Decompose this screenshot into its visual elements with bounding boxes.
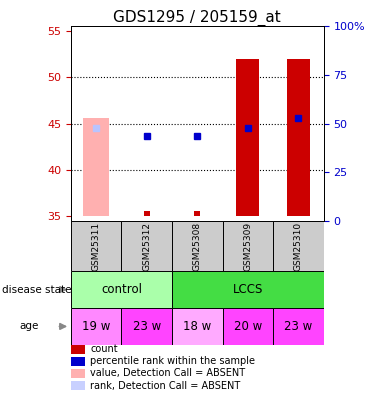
- Text: 18 w: 18 w: [183, 320, 211, 333]
- Text: 19 w: 19 w: [82, 320, 110, 333]
- Bar: [71, 221, 121, 271]
- Text: count: count: [90, 344, 118, 354]
- Text: age: age: [19, 322, 39, 331]
- Text: 23 w: 23 w: [133, 320, 161, 333]
- Bar: [121, 308, 172, 345]
- Text: LCCS: LCCS: [232, 283, 263, 296]
- Title: GDS1295 / 205159_at: GDS1295 / 205159_at: [113, 10, 281, 26]
- Text: disease state: disease state: [2, 285, 71, 294]
- Bar: [273, 308, 324, 345]
- Bar: [236, 59, 259, 216]
- Bar: [223, 308, 273, 345]
- Text: GSM25309: GSM25309: [243, 222, 252, 271]
- Text: percentile rank within the sample: percentile rank within the sample: [90, 356, 255, 366]
- Text: control: control: [101, 283, 142, 296]
- Bar: [172, 271, 324, 308]
- Bar: [172, 308, 223, 345]
- Text: 20 w: 20 w: [234, 320, 262, 333]
- Text: GSM25308: GSM25308: [193, 222, 202, 271]
- Bar: [194, 211, 200, 216]
- Bar: [144, 211, 150, 216]
- Text: rank, Detection Call = ABSENT: rank, Detection Call = ABSENT: [90, 381, 240, 390]
- Bar: [287, 59, 310, 216]
- Text: 23 w: 23 w: [284, 320, 313, 333]
- Bar: [223, 221, 273, 271]
- Bar: [71, 271, 172, 308]
- Text: GSM25312: GSM25312: [142, 222, 151, 271]
- Bar: [273, 221, 324, 271]
- Bar: [71, 308, 121, 345]
- Text: GSM25310: GSM25310: [294, 222, 303, 271]
- Bar: [121, 221, 172, 271]
- Bar: [172, 221, 223, 271]
- Bar: [83, 118, 109, 216]
- Text: GSM25311: GSM25311: [92, 222, 101, 271]
- Text: value, Detection Call = ABSENT: value, Detection Call = ABSENT: [90, 369, 245, 378]
